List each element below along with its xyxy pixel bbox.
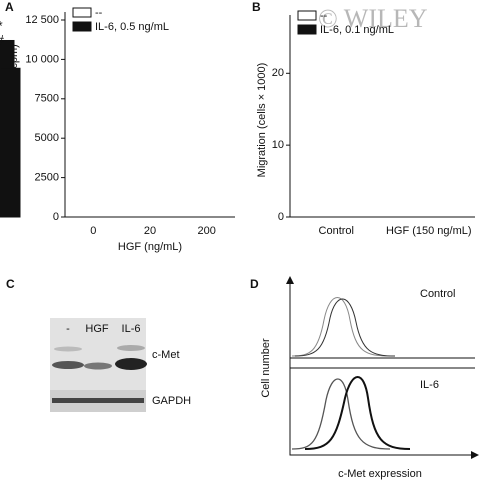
lane-label: IL-6: [122, 323, 141, 335]
y-tick-label: 0: [278, 211, 284, 223]
y-tick-label: 5000: [35, 132, 59, 144]
panel-letter: C: [6, 277, 15, 291]
significance-mark: *: [0, 17, 3, 33]
y-axis-label: Migration (cells × 1000): [256, 63, 268, 178]
row-label: IL-6: [420, 379, 439, 391]
legend-label: IL-6, 0.5 ng/mL: [95, 21, 169, 33]
y-tick-label: 2500: [35, 172, 59, 184]
lane-label: HGF: [85, 323, 109, 335]
y-tick-label: 0: [53, 211, 59, 223]
panel-letter: A: [5, 0, 14, 14]
legend-label: --: [320, 10, 328, 22]
x-axis-label: c-Met expression: [338, 468, 422, 480]
blot: [50, 318, 147, 412]
legend-swatch: [297, 10, 317, 21]
significance-mark: #: [0, 31, 4, 47]
panel-letter: B: [252, 0, 261, 14]
y-tick-label: 10 000: [25, 53, 59, 65]
legend-swatch: [72, 7, 92, 18]
watermark: © WILEY: [318, 4, 428, 33]
bar: [0, 67, 21, 218]
legend-label: --: [95, 7, 103, 19]
band-label: c-Met: [152, 349, 180, 361]
y-axis-label: Cell number: [260, 338, 272, 398]
legend-label: IL-6, 0.1 ng/mL: [320, 24, 394, 36]
legend-swatch: [297, 24, 317, 35]
x-tick-label: Control: [319, 225, 354, 237]
axes: [289, 15, 475, 218]
x-tick-label: 0: [90, 225, 96, 237]
legend-swatch: [72, 21, 92, 32]
x-tick-label: 200: [197, 225, 215, 237]
x-tick-label: 20: [144, 225, 156, 237]
x-tick-label: HGF (150 ng/mL): [386, 225, 472, 237]
y-tick-label: 20: [272, 67, 284, 79]
histograms: [286, 276, 479, 459]
axes: [64, 12, 235, 218]
y-tick-label: 10: [272, 139, 284, 151]
y-tick-label: 7500: [35, 93, 59, 105]
band-label: GAPDH: [152, 395, 191, 407]
y-tick-label: 12 500: [25, 14, 59, 26]
row-label: Control: [420, 288, 455, 300]
x-axis-label: HGF (ng/mL): [118, 241, 182, 253]
lane-label: -: [66, 323, 70, 335]
panel-letter: D: [250, 277, 259, 291]
